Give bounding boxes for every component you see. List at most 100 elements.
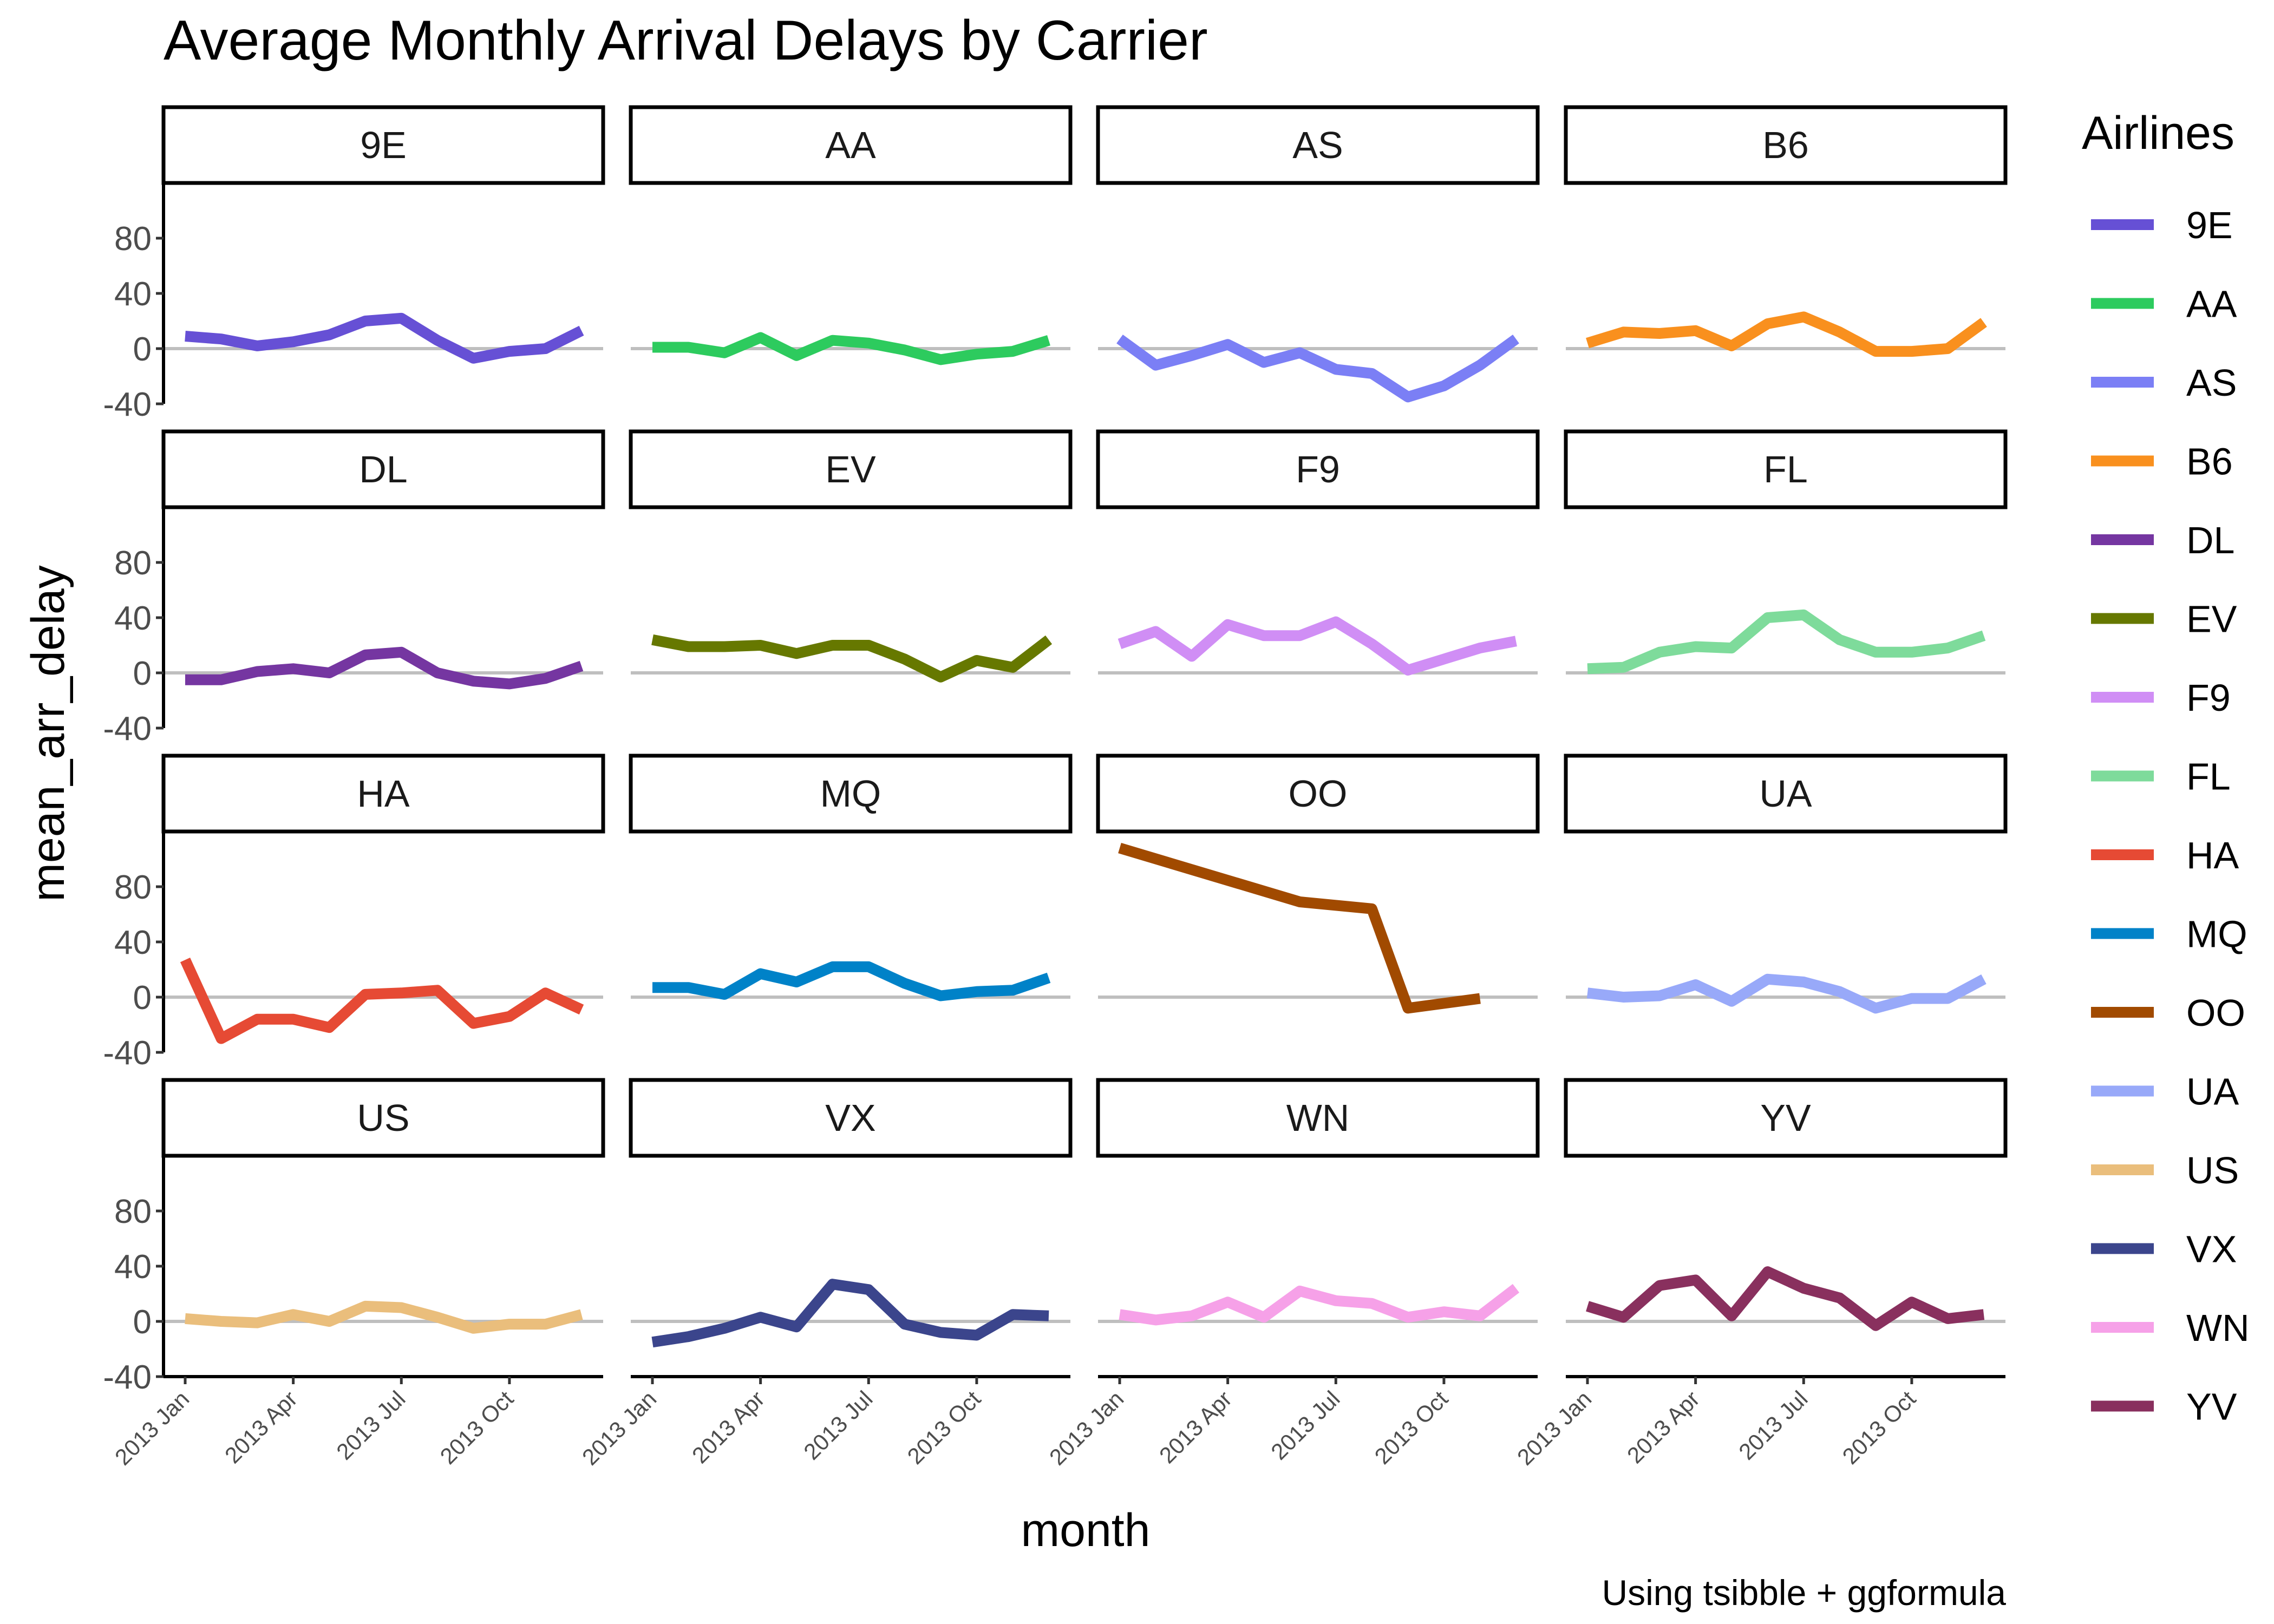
legend-label: DL	[2186, 519, 2234, 561]
facet-panel-AA: AA	[629, 105, 1073, 365]
y-tick-label: 40	[114, 1248, 152, 1286]
facet-strip	[1096, 754, 1540, 834]
legend-label: B6	[2186, 441, 2233, 483]
series-line-MQ	[652, 961, 1051, 1001]
legend-title: Airlines	[2082, 107, 2234, 159]
facet-strip	[161, 105, 605, 185]
facet-strip-label: OO	[1289, 772, 1348, 815]
facet-strip-label: DL	[359, 448, 407, 490]
y-tick-label: 80	[114, 220, 152, 258]
facet-strip-label: VX	[825, 1097, 875, 1139]
legend-label: OO	[2186, 992, 2245, 1034]
legend-label: MQ	[2186, 913, 2247, 955]
legend-item-UA: UA	[2091, 1071, 2239, 1113]
series-line-AS	[1116, 335, 1519, 403]
legend-item-VX: VX	[2091, 1228, 2237, 1271]
legend-label: 9E	[2186, 204, 2233, 246]
series-line-9E	[185, 312, 584, 364]
facet-strip-label: AS	[1292, 124, 1343, 166]
facet-panel-B6: B6	[1564, 105, 2008, 357]
series-line-HA	[180, 958, 584, 1044]
facet-panel-F9: F9	[1096, 429, 1540, 676]
y-tick-label: 40	[114, 276, 152, 313]
facet-panel-MQ: MQ	[629, 754, 1073, 1001]
series-line-AA	[652, 332, 1050, 365]
legend-item-DL: DL	[2091, 519, 2234, 561]
facet-strip	[629, 754, 1073, 834]
series-line-DL	[185, 646, 584, 690]
x-axis-title: month	[1021, 1504, 1150, 1556]
legend-label: EV	[2186, 598, 2237, 640]
legend-item-EV: EV	[2091, 598, 2237, 640]
y-tick-label: 80	[114, 869, 152, 906]
legend-item-AS: AS	[2091, 362, 2237, 404]
legend-label: AA	[2186, 283, 2237, 325]
legend-label: HA	[2186, 834, 2239, 876]
series-line-EV	[651, 634, 1053, 683]
facet-strip	[1564, 105, 2008, 185]
facet-strip-label: EV	[825, 448, 876, 490]
legend-item-9E: 9E	[2091, 204, 2233, 246]
facet-strip-label: WN	[1286, 1097, 1350, 1139]
facet-strip	[161, 754, 605, 834]
legend-label: F9	[2186, 677, 2231, 719]
series-line-OO	[1118, 843, 1481, 1014]
facet-strip-label: FL	[1763, 448, 1808, 490]
facet-strip	[1564, 1078, 2008, 1158]
series-line-YV	[1586, 1266, 1985, 1331]
facet-strip-label: F9	[1296, 448, 1340, 490]
facet-strip-label: 9E	[360, 124, 407, 166]
legend-item-B6: B6	[2091, 441, 2233, 483]
legend-item-HA: HA	[2091, 834, 2239, 876]
facet-strip	[1096, 1078, 1540, 1158]
facet-strip	[161, 1078, 605, 1158]
y-tick-label: 40	[114, 600, 152, 637]
facet-strip-label: MQ	[820, 772, 881, 815]
y-tick-label: -40	[103, 386, 152, 423]
legend-item-FL: FL	[2091, 756, 2231, 798]
legend-item-F9: F9	[2091, 677, 2231, 719]
y-tick-label: 80	[114, 1193, 152, 1230]
chart-title: Average Monthly Arrival Delays by Carrie…	[164, 9, 1208, 72]
facet-panel-FL: FL	[1564, 429, 2008, 675]
facet-panel-AS: AS	[1096, 105, 1540, 403]
series-line-VX	[651, 1279, 1049, 1348]
facet-strip-label: HA	[357, 772, 410, 815]
legend-label: UA	[2186, 1071, 2239, 1113]
legend-label: FL	[2186, 756, 2231, 798]
facet-strip	[1096, 429, 1540, 509]
facet-strip-label: YV	[1760, 1097, 1811, 1139]
legend-label: AS	[2186, 362, 2237, 404]
y-tick-label: 0	[133, 1304, 152, 1341]
y-tick-label: 80	[114, 545, 152, 582]
chart-caption: Using tsibble + ggformula	[1602, 1573, 2006, 1613]
facet-strip-label: B6	[1762, 124, 1809, 166]
legend-label: YV	[2186, 1386, 2237, 1428]
facet-panel-EV: EV	[629, 429, 1073, 683]
y-tick-label: -40	[103, 1034, 152, 1072]
y-tick-label: 0	[133, 979, 152, 1017]
facet-panel-UA: UA	[1564, 754, 2008, 1014]
facet-strip	[629, 1078, 1073, 1158]
y-tick-label: 0	[133, 331, 152, 368]
facet-strip	[1564, 429, 2008, 509]
facet-strip-label: UA	[1759, 772, 1812, 815]
series-line-FL	[1587, 609, 1986, 675]
facet-strip	[629, 105, 1073, 185]
legend-item-YV: YV	[2091, 1386, 2237, 1428]
legend: 9E AA AS B6 DL EV F9 FL HA MQ OO UA US VX WN YV	[2091, 204, 2250, 1428]
series-line-F9	[1118, 616, 1517, 676]
facet-strip	[1564, 754, 2008, 834]
facet-panel-HA: HA -40 0 40 80	[103, 754, 605, 1072]
series-line-WN	[1119, 1284, 1520, 1326]
legend-label: VX	[2186, 1228, 2237, 1271]
legend-label: US	[2186, 1149, 2239, 1191]
facet-panel-DL: DL -40 0 40 80	[103, 429, 605, 748]
y-axis-title: mean_arr_delay	[22, 565, 74, 901]
facet-panels: 9E -40 0 40 80 AA AS B6 DL -40 0 40 80 EV F9 FL HA -40 0 40…	[103, 105, 2008, 1470]
facet-strip	[161, 429, 605, 509]
facet-strip-label: AA	[825, 124, 876, 166]
legend-item-OO: OO	[2091, 992, 2245, 1034]
facet-strip	[1096, 105, 1540, 185]
